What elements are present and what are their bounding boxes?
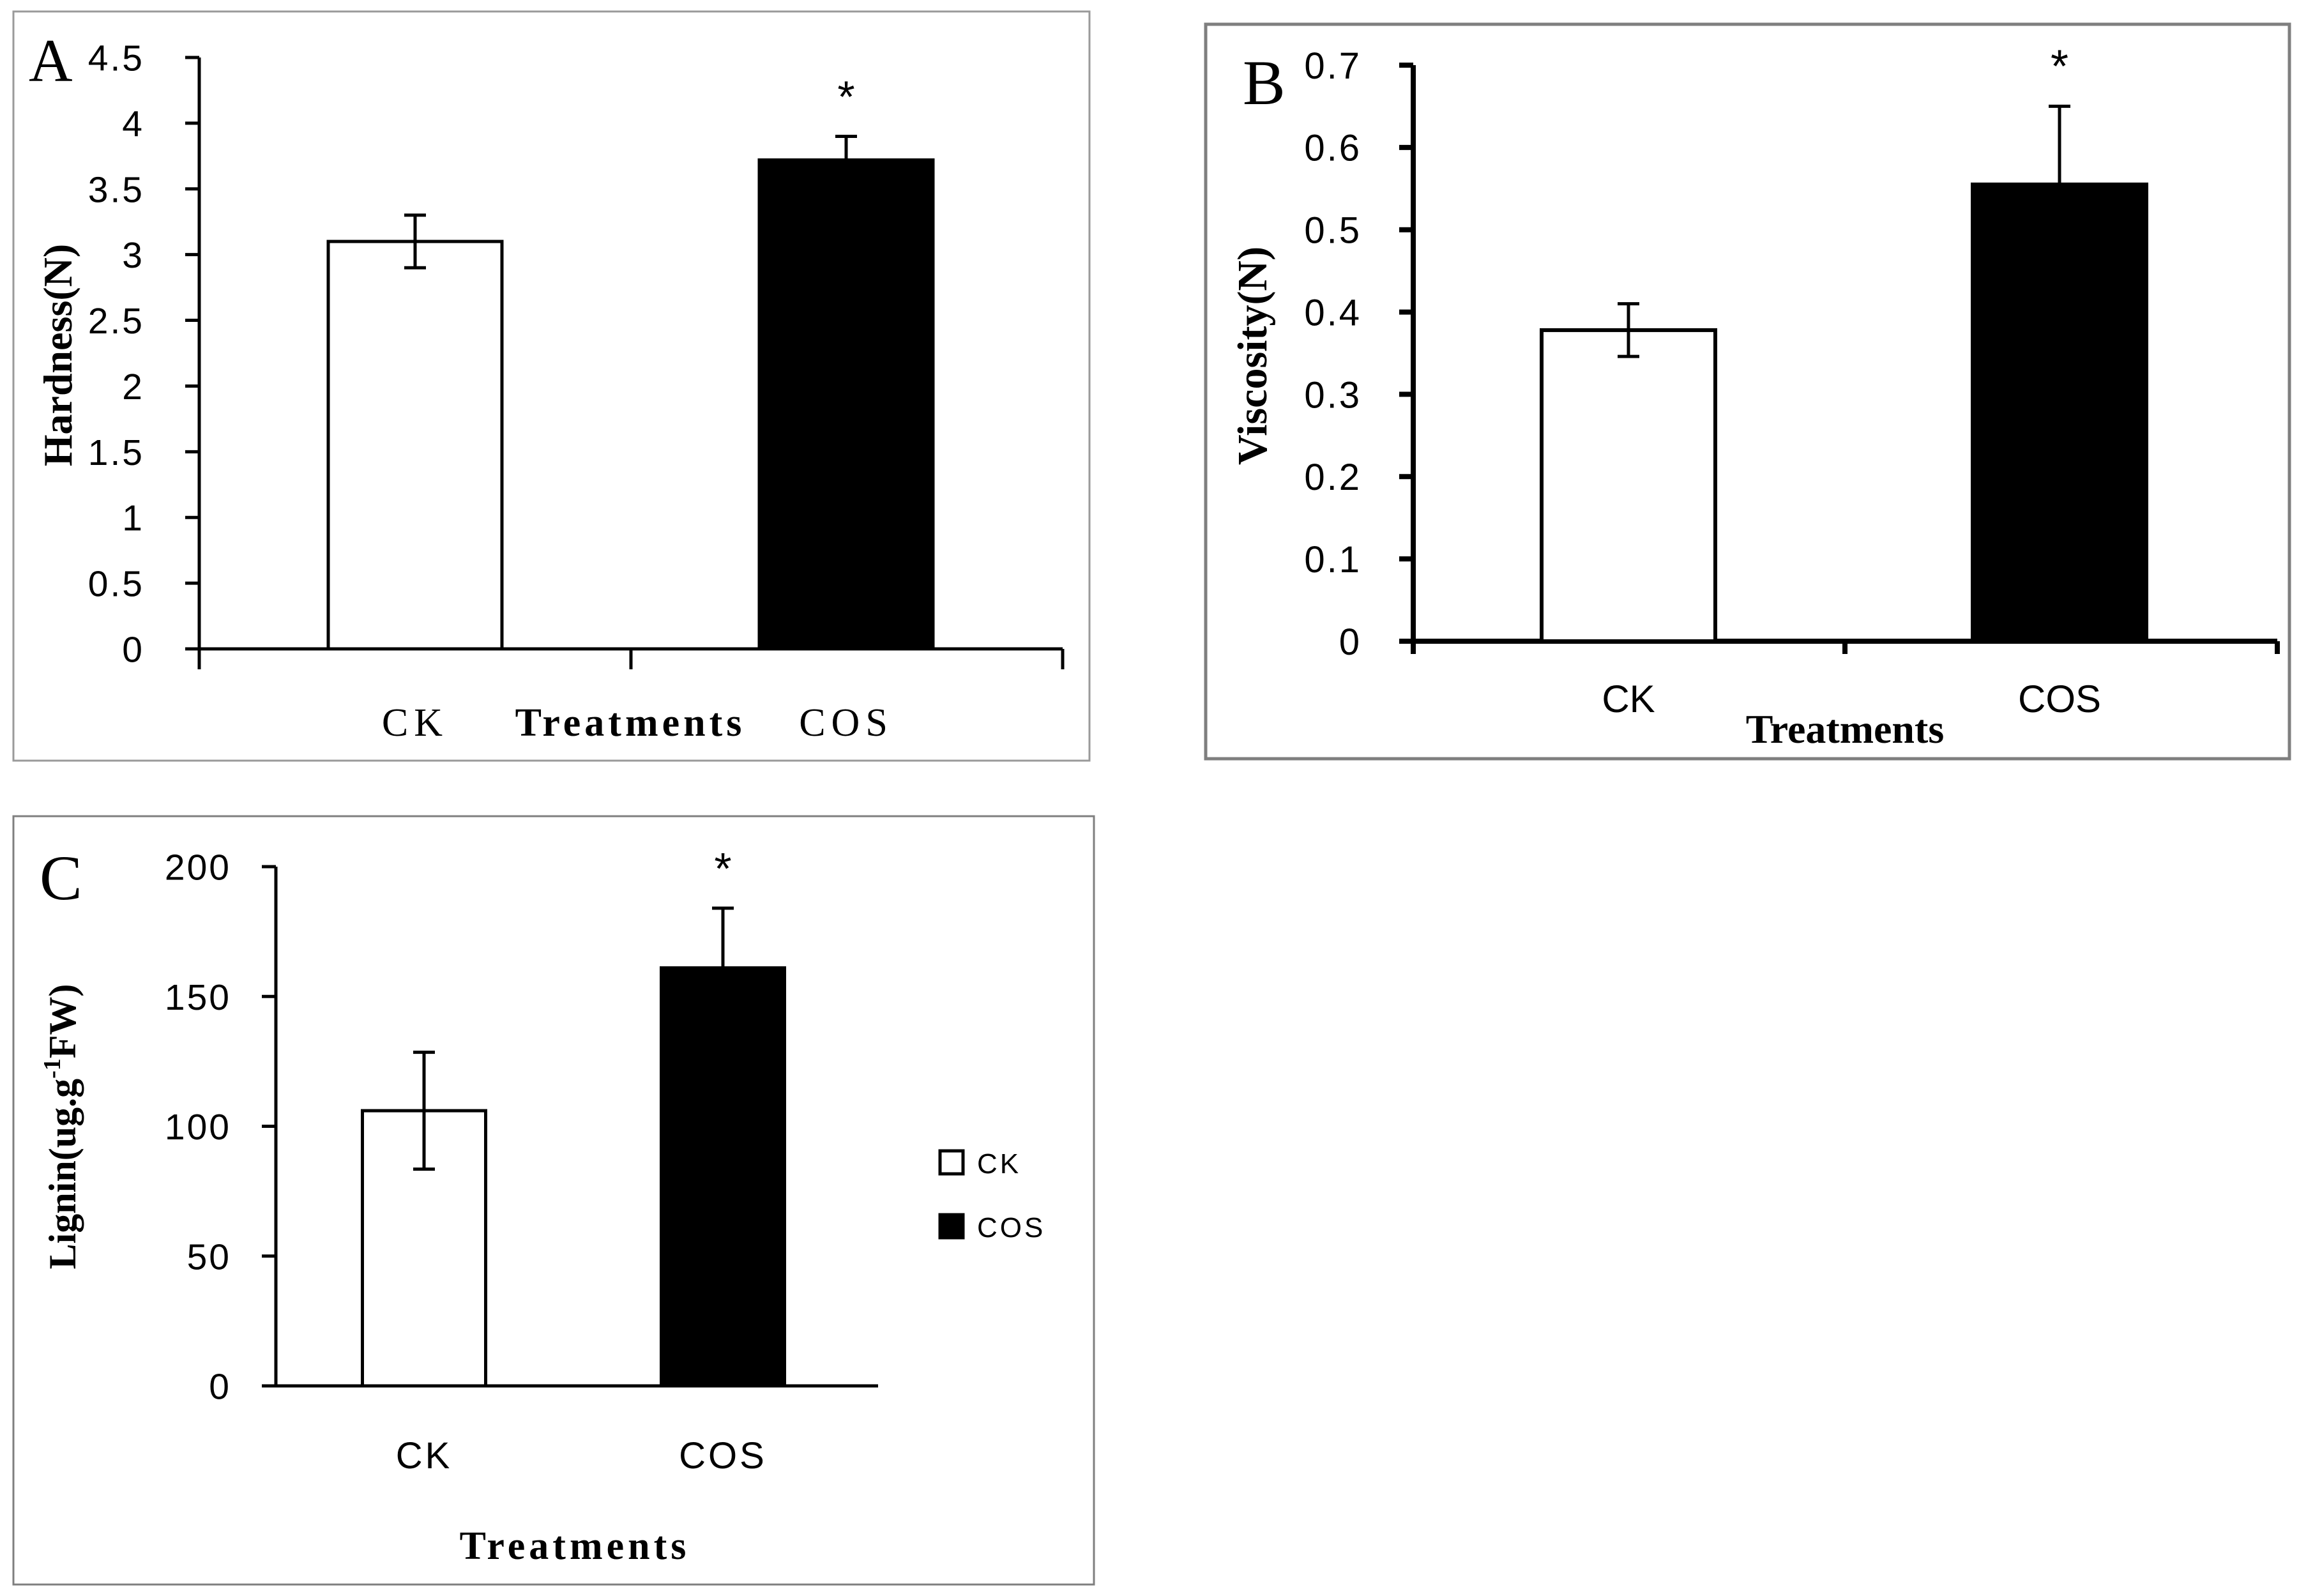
panel-b-y-tick-label-2: 0.2 [1304,457,1362,498]
panel-a: A 00.511.522.533.544.5CK*COS Treatments … [12,10,1091,762]
panel-b-plot: 0 0.1 0.2 0.3 0.4 0.5 0.6 0.7 CK * COS [1304,41,2280,720]
panel-b-y-tick-label-6: 0.6 [1304,128,1362,169]
panel-a-significance-cos: * [837,72,854,121]
panel-a-letter: A [29,27,73,95]
panel-c-y-tick-label-4: 200 [165,847,231,888]
panel-c-bar-cos [660,966,786,1388]
panel-a-category-label-cos: COS [799,701,893,745]
panel-c-ylabel-superscript: -1 [39,1058,66,1079]
panel-c-y-tick-label-2: 100 [165,1107,231,1148]
panel-a-ylabel: Hardness(N) [35,244,80,466]
panel-b-y-tick-label-3: 0.3 [1304,374,1362,416]
panel-a-y-tick-label-9: 4.5 [88,38,144,79]
panel-c: C 0 50 100 150 200 CK * COS Treatments Lignin(u… [12,815,1095,1586]
panel-a-y-tick-label-1: 0.5 [88,564,144,605]
panel-a-y-tick-label-7: 3.5 [88,169,144,210]
panel-b-significance-cos: * [2051,41,2068,92]
panel-c-plot: 0 50 100 150 200 CK * COS [165,844,878,1477]
panel-a-y-tick-label-5: 2.5 [88,301,144,342]
panel-a-bar-ck [326,239,504,651]
panel-b-y-tick-label-7: 0.7 [1304,45,1362,87]
panel-c-significance-cos: * [714,844,731,893]
panel-b-y-tick-label-4: 0.4 [1304,292,1362,333]
panel-b-ylabel: Viscosity(N) [1229,247,1276,465]
panel-c-frame [12,815,1095,1586]
panel-b-bar-ck [1540,328,1717,643]
panel-b-letter: B [1243,47,1286,118]
panel-a-xlabel: Treatments [515,701,746,745]
panel-a-y-tick-label-6: 3 [122,235,144,276]
panel-b: B 0 0.1 0.2 0.3 0.4 0.5 0.6 0.7 CK * COS Treatment… [1204,22,2291,761]
legend-label-cos: COS [977,1212,1045,1243]
panel-a-y-tick-label-0: 0 [122,630,144,671]
panel-c-y-tick-label-3: 150 [165,977,231,1018]
panel-b-y-tick-label-1: 0.1 [1304,539,1362,581]
legend-label-ck: CK [977,1148,1021,1180]
legend-swatch-ck [938,1149,965,1176]
legend-swatch-cos [938,1213,965,1240]
panel-c-ylabel-suffix: FW) [42,984,84,1059]
panel-c-ylabel: Lignin(ug.g-1FW) [39,984,84,1270]
panel-c-y-tick-label-1: 50 [187,1236,231,1277]
panel-c-category-label-ck: CK [396,1435,453,1477]
panel-b-category-label-ck: CK [1602,678,1655,720]
panel-b-category-label-cos: COS [2018,678,2101,720]
panel-c-category-label-cos: COS [679,1435,767,1477]
panel-c-y-tick-label-0: 0 [209,1367,231,1408]
panel-c-ylabel-main: Lignin(ug.g [42,1079,84,1269]
panel-a-category-label-ck: CK [382,701,448,745]
panel-b-y-tick-label-5: 0.5 [1304,210,1362,252]
panel-a-bar-cos [757,158,935,651]
panel-b-xlabel: Treatments [1746,706,1944,752]
panel-c-legend: CK COS [938,1148,1045,1243]
panel-a-y-tick-label-8: 4 [122,103,144,144]
panel-a-y-tick-label-3: 1.5 [88,432,144,473]
panel-b-y-tick-label-0: 0 [1339,621,1362,663]
panel-a-y-tick-label-4: 2 [122,367,144,407]
panel-c-letter: C [40,842,82,913]
panel-a-y-tick-label-2: 1 [122,498,144,539]
panel-c-bar-ck [361,1109,487,1388]
panel-a-plot: 0 0.5 1 1.5 2 2.5 3 3.5 4 4.5 CK * COS [88,38,1065,745]
panel-c-xlabel: Treatments [460,1524,690,1568]
